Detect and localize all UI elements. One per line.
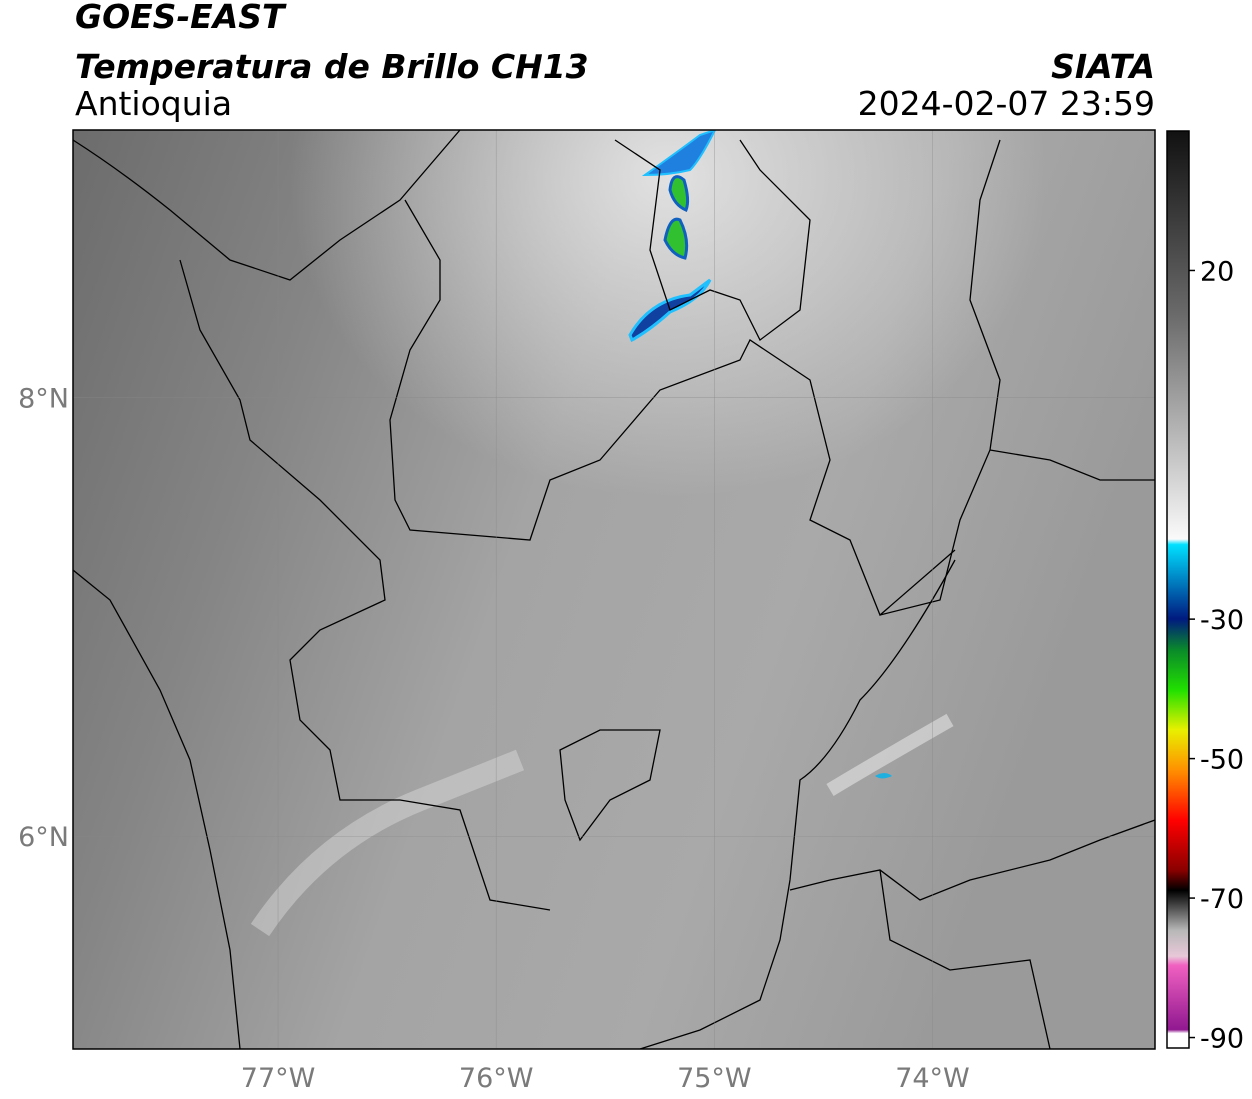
map-frame bbox=[72, 129, 1156, 1050]
colorbar-tick-label: 20 bbox=[1200, 256, 1234, 287]
colorbar bbox=[1166, 130, 1190, 1049]
cloud-field bbox=[73, 130, 1155, 1049]
lon-tick-label: 76°W bbox=[459, 1063, 534, 1094]
lon-tick-label: 74°W bbox=[895, 1063, 970, 1094]
colorbar-tick-label: -50 bbox=[1200, 745, 1244, 776]
cloud-streak bbox=[826, 713, 954, 797]
cloud-streak bbox=[250, 749, 525, 937]
lat-tick-label: 6°N bbox=[18, 822, 69, 853]
lon-tick-label: 77°W bbox=[241, 1063, 316, 1094]
map-area bbox=[73, 130, 1155, 1049]
title-line1: GOES-EAST bbox=[75, 0, 287, 36]
lon-tick-label: 75°W bbox=[677, 1063, 752, 1094]
source: SIATA bbox=[1051, 47, 1155, 86]
title-line2: Temperatura de Brillo CH13 bbox=[75, 47, 589, 86]
lat-tick-label: 8°N bbox=[18, 384, 69, 415]
borders bbox=[73, 130, 1155, 1049]
colorbar-tick-label: -90 bbox=[1200, 1024, 1244, 1055]
datetime: 2024-02-07 23:59 bbox=[858, 84, 1155, 123]
region: Antioquia bbox=[75, 84, 232, 123]
colorbar-tick-label: -30 bbox=[1200, 605, 1244, 636]
colorbar-tick-label: -70 bbox=[1200, 884, 1244, 915]
